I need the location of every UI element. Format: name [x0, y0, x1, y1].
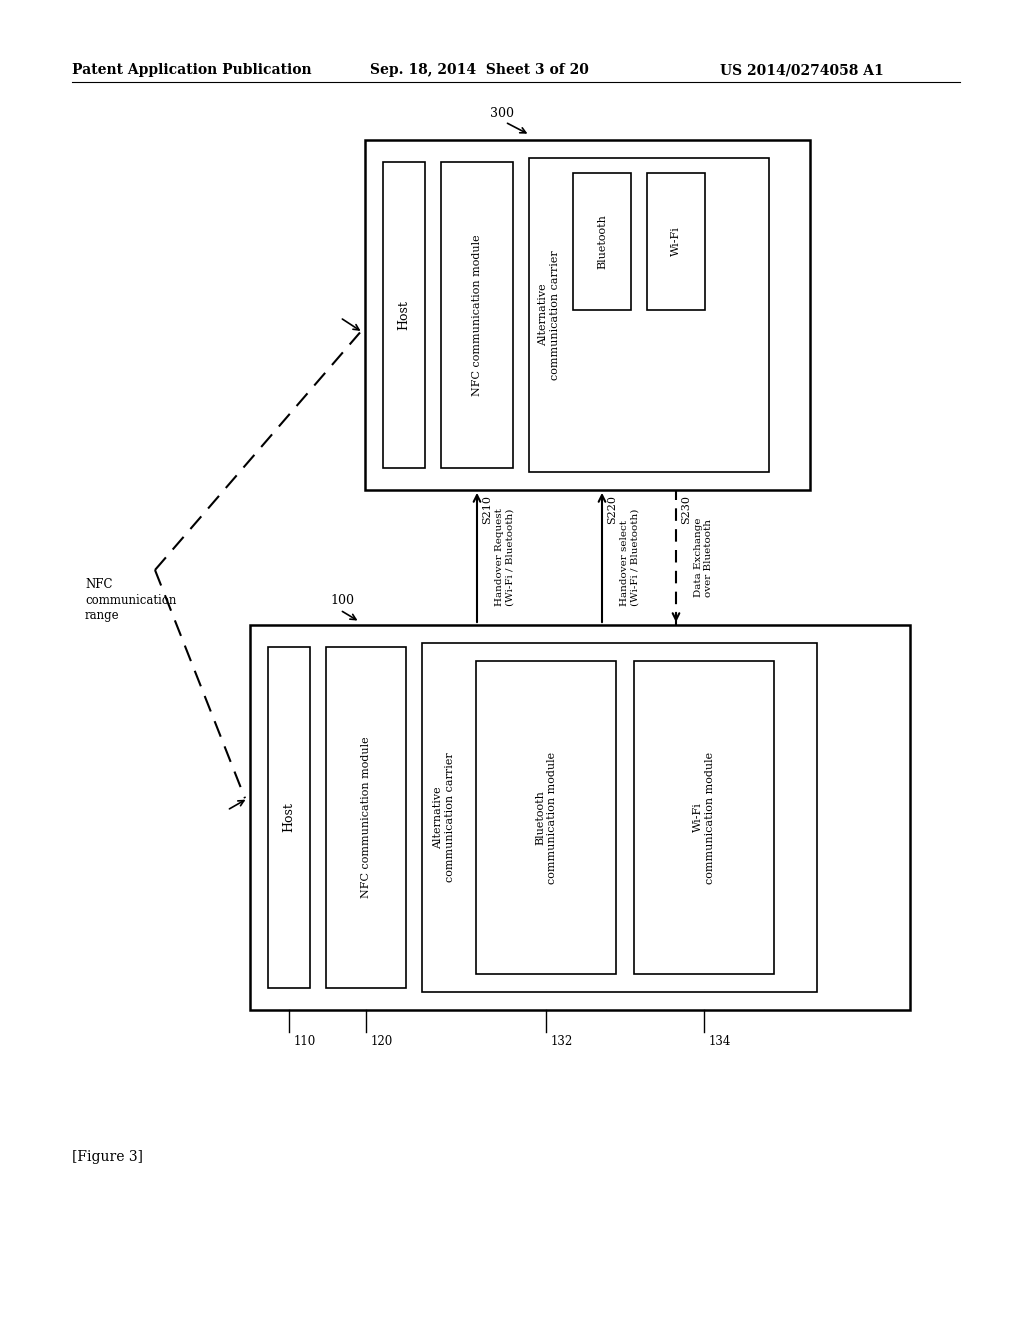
Text: 134: 134 — [709, 1035, 731, 1048]
Text: Sep. 18, 2014  Sheet 3 of 20: Sep. 18, 2014 Sheet 3 of 20 — [370, 63, 589, 77]
Text: Handover select
(Wi-Fi / Bluetooth): Handover select (Wi-Fi / Bluetooth) — [620, 508, 639, 606]
Bar — [383, 162, 425, 469]
Text: Wi-Fi: Wi-Fi — [671, 227, 681, 256]
Text: NFC communication module: NFC communication module — [472, 234, 482, 396]
Text: 110: 110 — [294, 1035, 316, 1048]
Text: US 2014/0274058 A1: US 2014/0274058 A1 — [720, 63, 884, 77]
Text: Host: Host — [283, 803, 296, 833]
Text: Wi-Fi
communication module: Wi-Fi communication module — [693, 751, 715, 883]
Bar — [365, 140, 810, 490]
Text: 132: 132 — [551, 1035, 573, 1048]
Bar — [529, 158, 769, 473]
Text: Handover Request
(Wi-Fi / Bluetooth): Handover Request (Wi-Fi / Bluetooth) — [495, 508, 514, 606]
Bar — [634, 661, 774, 974]
Bar — [326, 647, 406, 987]
Text: S210: S210 — [482, 495, 492, 524]
Text: Bluetooth: Bluetooth — [597, 214, 607, 269]
Bar — [573, 173, 631, 310]
Bar — [476, 661, 616, 974]
Bar — [422, 643, 817, 993]
Text: 300: 300 — [490, 107, 514, 120]
Text: NFC communication module: NFC communication module — [361, 737, 371, 899]
Text: 100: 100 — [330, 594, 354, 607]
Bar — [268, 647, 310, 987]
Text: NFC
communication
range: NFC communication range — [85, 578, 176, 622]
Text: Host: Host — [397, 300, 411, 330]
Bar — [250, 624, 910, 1010]
Text: [Figure 3]: [Figure 3] — [72, 1150, 143, 1164]
Text: 120: 120 — [371, 1035, 393, 1048]
Bar — [441, 162, 513, 469]
Text: S220: S220 — [607, 495, 617, 524]
Text: S230: S230 — [681, 495, 691, 524]
Bar — [647, 173, 705, 310]
Text: Data Exchange
over Bluetooth: Data Exchange over Bluetooth — [694, 517, 714, 597]
Text: Bluetooth
communication module: Bluetooth communication module — [536, 751, 557, 883]
Text: Patent Application Publication: Patent Application Publication — [72, 63, 311, 77]
Text: Alternative
communication carrier: Alternative communication carrier — [539, 249, 560, 380]
Text: Alternative
communication carrier: Alternative communication carrier — [433, 752, 455, 882]
